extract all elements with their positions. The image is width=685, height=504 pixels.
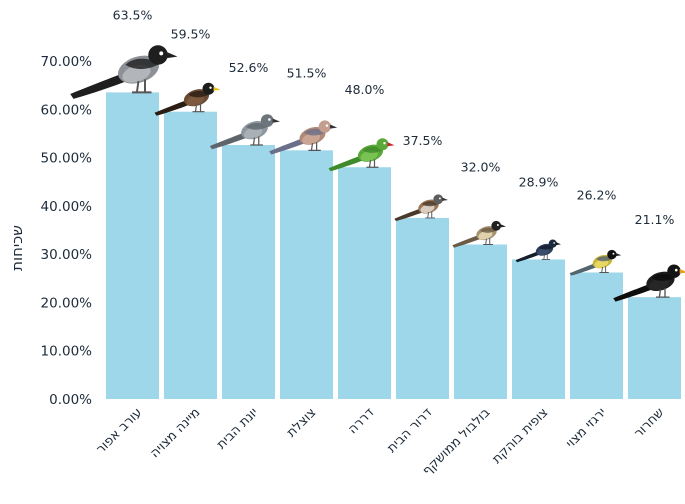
category-label: יונת הבית [214, 405, 261, 452]
palestine-sunbird-icon [515, 239, 561, 263]
bar [106, 92, 159, 399]
category-label: שחרור [631, 405, 667, 441]
bar [164, 111, 217, 399]
category-labels: עורב אפור מיינה מצויה יונת הבית צוצלת דררה דר… [93, 405, 667, 479]
bar [338, 167, 391, 399]
y-tick-label: 70.00% [41, 54, 93, 70]
value-label: 37.5% [403, 133, 443, 148]
bar [628, 297, 681, 399]
bars [106, 92, 681, 399]
value-label: 28.9% [519, 174, 559, 189]
value-label: 32.0% [461, 159, 501, 174]
bar [454, 244, 507, 399]
hooded-crow-icon [70, 45, 178, 99]
category-label: עורב אפור [93, 405, 145, 457]
bird-illustrations [70, 45, 685, 302]
category-label: מיינה מצויה [147, 405, 203, 461]
y-tick-label: 50.00% [41, 151, 93, 167]
y-tick-label: 10.00% [41, 344, 93, 360]
value-label: 48.0% [345, 82, 385, 97]
blackbird-icon [613, 264, 685, 302]
y-tick-label: 30.00% [41, 247, 93, 263]
y-tick-label: 60.00% [41, 102, 93, 118]
y-tick-label: 20.00% [41, 295, 93, 311]
white-spectacled-bulbul-icon [452, 220, 506, 248]
great-tit-icon [569, 249, 622, 276]
value-label: 63.5% [113, 7, 153, 22]
common-myna-icon [154, 82, 221, 116]
category-label: דרור הבית [384, 405, 435, 456]
laughing-dove-icon [269, 120, 338, 155]
bar [396, 217, 449, 399]
category-label: ירגזי מצוי [563, 405, 609, 451]
y-axis-label: שכיחות [8, 225, 26, 271]
category-label: צוצלת [284, 405, 319, 440]
value-label: 59.5% [171, 27, 211, 42]
y-tick-label: 40.00% [41, 199, 93, 215]
category-label: צופית בוהקת [490, 405, 552, 467]
rock-dove-icon [209, 114, 280, 150]
bar [512, 259, 565, 399]
category-label: דררה [345, 405, 377, 437]
value-labels: 63.5% 59.5% 52.6% 51.5% 48.0% 37.5% 32.0% 28.9%… [113, 7, 675, 227]
bar [570, 272, 623, 399]
y-tick-label: 0.00% [49, 392, 92, 408]
bar [222, 145, 275, 399]
house-sparrow-icon [394, 194, 448, 222]
bar [280, 150, 333, 399]
value-label: 21.1% [635, 212, 675, 227]
value-label: 26.2% [577, 187, 617, 202]
value-label: 51.5% [287, 65, 327, 80]
rose-ringed-parakeet-icon [328, 138, 395, 172]
value-label: 52.6% [229, 60, 269, 75]
y-axis-ticks: 0.00% 10.00% 20.00% 30.00% 40.00% 50.00% 60.00… [41, 54, 93, 408]
